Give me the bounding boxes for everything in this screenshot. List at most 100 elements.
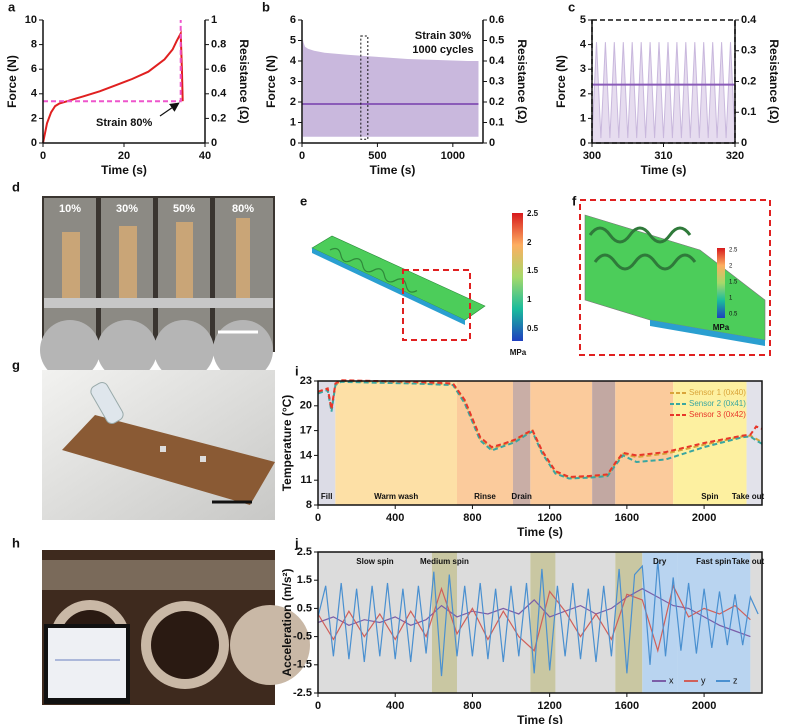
series-line [43,20,182,103]
y2-tick-label: 0 [211,137,217,149]
y2-axis-label: Resistance (Ω) [237,39,251,123]
colorbar-unit: MPa [713,323,730,332]
chart-i: i 0 400 800 1200 1600 2000 8 11 14 17 20 23 Time (s) T… [280,363,764,539]
x-axis-label: Time (s) [641,163,687,177]
y-tick-label: 2 [580,88,586,100]
y-tick-label: 1 [290,116,296,128]
colorbar-tick: 2.5 [527,209,539,218]
y-tick-label: 4 [31,88,38,100]
strain-label: 50% [173,203,195,215]
phase-region [318,381,336,505]
x-tick-label: 40 [199,150,211,162]
y2-tick-label: 0.4 [211,88,227,100]
phase-label: Spin [701,492,718,501]
y2-tick-label: 0.6 [489,14,504,26]
x-tick-label: 1600 [615,512,639,524]
annotation: Strain 80% [96,117,152,129]
y2-tick-label: 0.1 [741,106,756,118]
y2-axis-label: Resistance (Ω) [767,39,781,123]
y-axis-label: Force (N) [264,55,278,108]
y-tick-label: 1 [580,112,586,124]
annotation: 1000 cycles [412,44,473,56]
x-axis-label: Time (s) [517,525,563,539]
y-tick-label: 6 [290,14,296,26]
x-tick-label: 400 [386,700,404,712]
y2-tick-label: 0.4 [489,55,505,67]
panel-label: c [568,0,575,14]
y-tick-label: 5 [290,34,296,46]
phase-label: Fill [321,492,333,501]
y-axis-label: Temperature (°C) [280,395,294,492]
strain-label: 30% [116,203,138,215]
legend-label: Sensor 2 (0x41) [689,399,746,408]
series-line [317,584,751,653]
y2-tick-label: 1 [211,14,217,26]
legend-label: y [701,675,706,685]
simulation-e [311,213,523,341]
y-tick-label: 23 [300,375,312,387]
panel-label: d [12,179,20,194]
strain-label: 80% [232,203,254,215]
y-tick-label: 0 [290,137,296,149]
y-tick-label: 1.5 [297,574,312,586]
y-tick-label: 2.5 [297,546,312,558]
photo-h [42,550,310,705]
phase-region [592,381,616,505]
panel-label: e [300,193,307,208]
x-tick-label: 400 [386,512,404,524]
y-tick-label: 3 [290,75,296,87]
colorbar-tick: 2 [729,264,733,270]
phase-region [615,381,674,505]
phase-region [750,552,762,693]
phase-label: Take out [732,557,765,566]
colorbar-tick: 0.5 [527,324,539,333]
x-tick-label: 800 [463,700,481,712]
series-line [317,588,751,638]
x-tick-label: 1000 [441,150,465,162]
colorbar-tick: 1 [527,295,532,304]
colorbar-tick: 1 [729,296,733,302]
y-tick-label: -1.5 [293,659,312,671]
y2-tick-label: 0.1 [489,116,504,128]
phase-label: Dry [653,557,667,566]
x-tick-label: 310 [654,150,672,162]
force-band [302,38,479,137]
x-tick-label: 0 [315,512,321,524]
panel-label: a [8,0,16,14]
x-tick-label: 500 [368,150,386,162]
y-tick-label: 5 [580,14,586,26]
zoom-box [360,35,369,140]
x-axis-label: Time (s) [101,163,147,177]
y2-tick-label: 0.3 [741,45,756,57]
phase-region [512,381,531,505]
y-tick-label: 8 [31,39,37,51]
series-line [591,42,736,144]
chart-j: j 0 400 800 1200 1600 2000 -2.5 -1.5 -0.5 0.5 1.5 2.… [280,535,764,724]
y2-axis-label: Resistance (Ω) [515,39,529,123]
x-tick-label: 1200 [537,700,561,712]
phase-region [555,552,616,693]
zoom-frame [591,19,736,144]
colorbar-unit: MPa [510,348,527,357]
legend-label: Sensor 3 (0x42) [689,410,746,419]
x-tick-label: 320 [726,150,744,162]
y-axis-label: Acceleration (m/s²) [280,568,294,676]
legend-label: x [669,675,674,685]
y2-tick-label: 0.2 [211,112,226,124]
x-tick-label: 1600 [615,700,639,712]
phase-region [456,552,531,693]
x-tick-label: 0 [299,150,305,162]
y-tick-label: 4 [580,39,587,51]
x-tick-label: 20 [118,150,130,162]
panel-label: h [12,535,20,550]
panel-label: b [262,0,270,14]
y2-tick-label: 0 [741,137,747,149]
phase-label: Warm wash [374,492,418,501]
y2-tick-label: 0.8 [211,39,226,51]
phase-region [746,381,762,505]
plot-frame [317,551,763,694]
y-tick-label: -2.5 [293,687,312,699]
x-axis-label: Time (s) [517,713,563,724]
legend-label: z [733,675,738,685]
y2-tick-label: 0.2 [489,96,504,108]
